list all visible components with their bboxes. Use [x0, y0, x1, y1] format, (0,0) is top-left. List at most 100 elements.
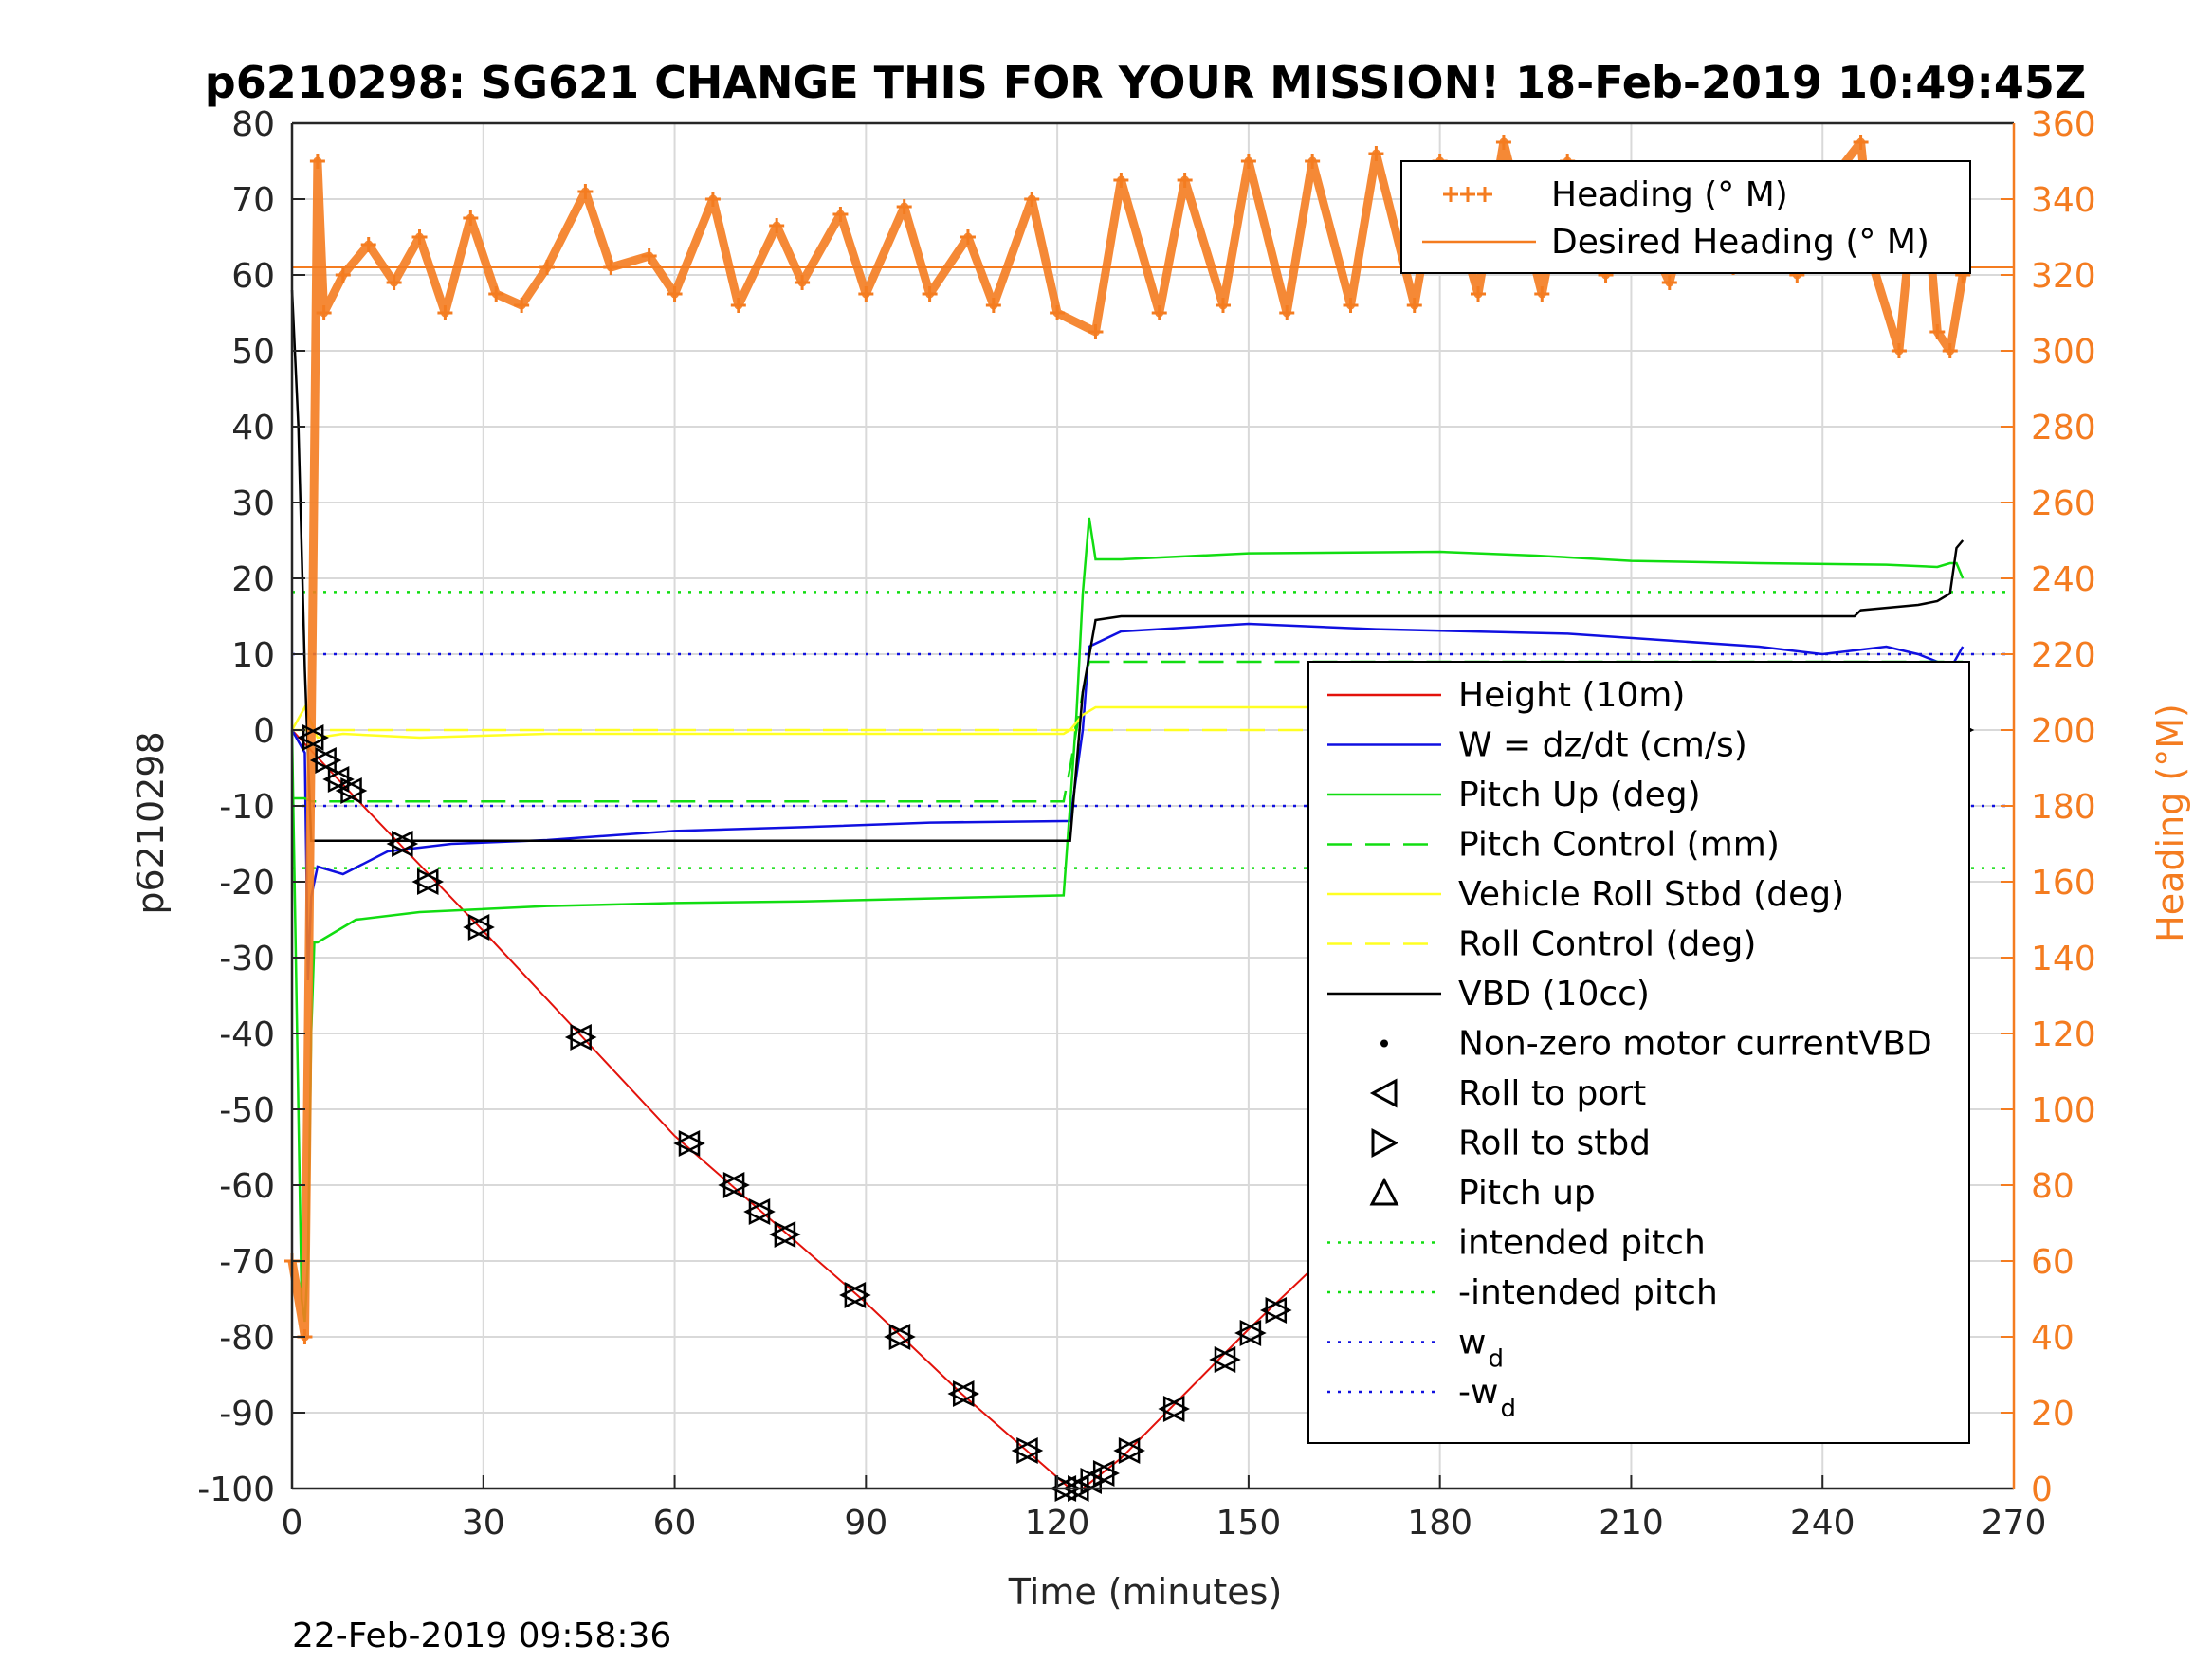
legend-entry-label: Pitch up — [1458, 1174, 1596, 1213]
y-right-tick-label: 160 — [2031, 864, 2096, 903]
heading-point — [603, 260, 619, 275]
heading-point — [437, 305, 453, 320]
roll-to-stbd-marker — [952, 1380, 980, 1408]
heading-point — [858, 286, 874, 302]
roll-to-stbd-marker — [315, 746, 342, 775]
legend-heading-entry: Heading (° M) — [1551, 175, 1788, 214]
legend-entry-label: w — [1458, 1324, 1486, 1362]
heading-point — [1279, 305, 1295, 320]
footer-timestamp: 22-Feb-2019 09:58:36 — [292, 1617, 671, 1655]
legend-roll-stbd-marker — [1371, 1127, 1399, 1159]
roll-to-port-marker — [1088, 1459, 1115, 1488]
roll-to-port-marker — [947, 1380, 975, 1408]
legend-entry-label: Vehicle Roll Stbd (deg) — [1458, 875, 1844, 914]
x-tick-label: 60 — [653, 1504, 697, 1543]
heading-point — [1406, 298, 1422, 313]
legend-main-box — [1307, 661, 1970, 1444]
y-axis-right-label: Heading (°M) — [2149, 704, 2191, 942]
heading-point — [1368, 146, 1384, 161]
heading-point — [1024, 192, 1040, 207]
heading-point — [1113, 173, 1129, 188]
y-left-tick-label: 30 — [231, 484, 275, 523]
roll-to-stbd-marker — [327, 765, 355, 794]
roll-to-port-marker — [1158, 1395, 1185, 1423]
heading-point — [1891, 343, 1907, 358]
y-left-tick-label: -30 — [219, 940, 275, 978]
y-right-tick-label: 20 — [2031, 1395, 2075, 1434]
heading-point — [730, 298, 746, 313]
roll-to-port-marker — [335, 777, 362, 805]
y-right-tick-label: 100 — [2031, 1091, 2096, 1130]
y-left-tick-label: -20 — [219, 864, 275, 903]
heading-point — [896, 199, 912, 214]
roll-to-stbd-marker — [1214, 1345, 1241, 1374]
legend-roll-port-marker — [1369, 1078, 1398, 1108]
y-right-tick-label: 80 — [2031, 1167, 2075, 1206]
roll-to-stbd-marker — [1162, 1395, 1190, 1423]
heading-point — [514, 298, 530, 313]
x-tick-label: 270 — [1982, 1504, 2047, 1543]
roll-to-stbd-marker — [392, 830, 419, 858]
y-right-tick-label: 120 — [2031, 1015, 2096, 1054]
heading-point — [1853, 135, 1869, 150]
heading-point — [360, 237, 376, 252]
y-left-tick-label: -40 — [219, 1015, 275, 1054]
roll-to-stbd-marker — [1092, 1459, 1120, 1488]
roll-to-stbd-marker — [1118, 1436, 1145, 1465]
roll-to-stbd-marker — [1016, 1436, 1044, 1465]
legend-heading-swatch — [1443, 187, 1458, 202]
x-tick-label: 30 — [462, 1504, 505, 1543]
y-left-tick-label: -60 — [219, 1167, 275, 1206]
heading-point — [960, 229, 976, 245]
y-left-tick-label: 60 — [231, 257, 275, 296]
heading-point — [463, 210, 479, 226]
x-axis-label: Time (minutes) — [1008, 1571, 1283, 1613]
x-tick-label: 120 — [1025, 1504, 1090, 1543]
heading-point — [1929, 324, 1946, 339]
roll-to-port-marker — [769, 1220, 796, 1249]
roll-to-port-marker — [743, 1197, 771, 1226]
roll-to-stbd-marker — [416, 868, 445, 896]
roll-to-port-marker — [1259, 1296, 1288, 1325]
heading-point — [795, 275, 811, 290]
heading-point — [1942, 343, 1958, 358]
heading-point — [577, 184, 594, 199]
roll-to-port-marker — [386, 830, 413, 858]
x-tick-label: 0 — [282, 1504, 303, 1543]
roll-to-stbd-marker — [1239, 1319, 1267, 1347]
legend-entry-label: Roll to port — [1458, 1074, 1646, 1113]
legend-entry-label: W = dz/dt (cm/s) — [1458, 726, 1747, 765]
legend-entry-label: intended pitch — [1458, 1224, 1706, 1263]
heading-point — [1305, 154, 1321, 169]
x-tick-label: 90 — [844, 1504, 887, 1543]
y-right-tick-label: 260 — [2031, 484, 2096, 523]
roll-to-port-marker — [309, 746, 337, 775]
y-axis-left-label: p6210298 — [130, 731, 172, 914]
y-left-tick-label: 10 — [231, 636, 275, 675]
legend-entry-label: -intended pitch — [1458, 1273, 1718, 1312]
heading-point — [704, 192, 721, 207]
heading-point — [985, 298, 1001, 313]
heading-point — [1495, 135, 1511, 150]
roll-to-port-marker — [1234, 1319, 1262, 1347]
legend-heading: Heading (° M) Desired Heading (° M) — [1400, 160, 1971, 274]
roll-to-port-marker — [673, 1129, 701, 1158]
y-left-tick-label: 50 — [231, 333, 275, 372]
legend-entry-subscript: d — [1500, 1395, 1516, 1423]
heading-point — [1240, 154, 1256, 169]
legend-entry-label: Pitch Control (mm) — [1458, 826, 1780, 865]
roll-to-stbd-marker — [748, 1197, 776, 1226]
roll-to-stbd-marker — [774, 1220, 801, 1249]
heading-point — [386, 275, 402, 290]
roll-to-stbd-marker — [722, 1171, 750, 1199]
y-right-tick-label: 0 — [2031, 1471, 2053, 1509]
roll-to-port-marker — [297, 723, 324, 752]
heading-point — [1177, 173, 1193, 188]
y-left-tick-label: -100 — [197, 1471, 275, 1509]
y-right-tick-label: 220 — [2031, 636, 2096, 675]
roll-to-port-marker — [1113, 1436, 1141, 1465]
y-left-tick-label: -80 — [219, 1319, 275, 1358]
heading-point — [335, 267, 351, 283]
legend-entry-label: Height (10m) — [1458, 676, 1685, 715]
